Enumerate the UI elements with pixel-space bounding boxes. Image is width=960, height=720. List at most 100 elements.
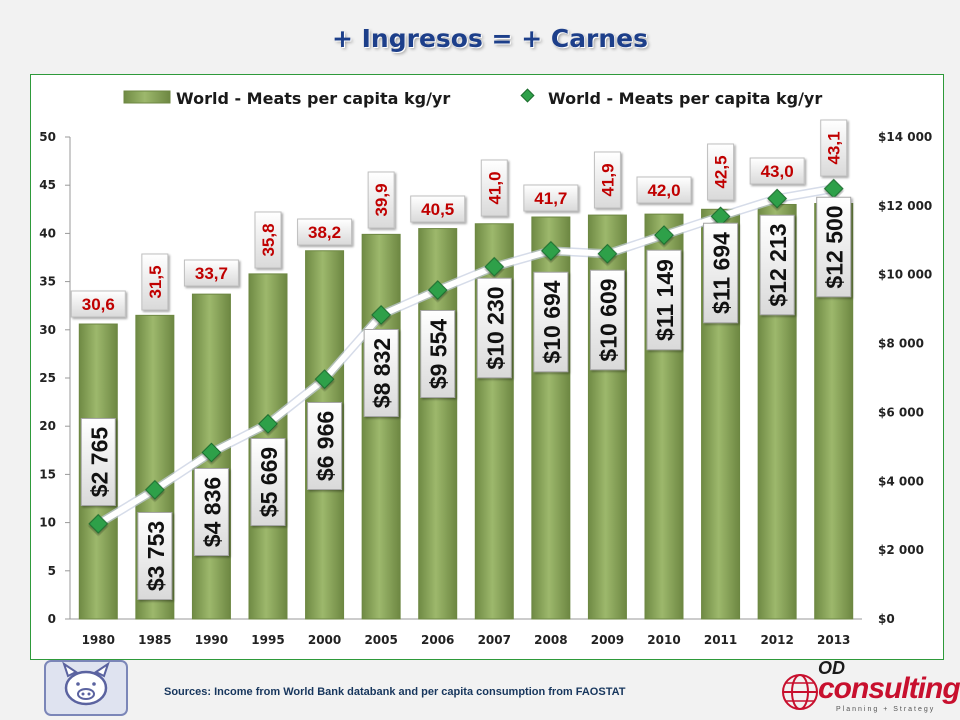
income-marker	[710, 206, 731, 227]
bar-value-label: 38,2	[308, 223, 341, 242]
x-tick-label: 2012	[760, 633, 793, 647]
od-consulting-logo: OD consulting Planning + Strategy	[780, 658, 960, 718]
income-value-label-group: $6 966	[307, 402, 343, 490]
income-value-label: $12 213	[765, 223, 791, 306]
bar-value-label-box	[707, 143, 735, 201]
bar-value-label: 41,0	[485, 171, 504, 204]
income-marker	[484, 256, 505, 277]
income-value-label-group: $8 832	[363, 329, 399, 417]
income-value-label: $3 753	[143, 521, 169, 591]
income-marker	[767, 188, 788, 209]
bar-value-label: 43,1	[825, 131, 844, 164]
bar-value-label: 35,8	[259, 223, 278, 256]
y-right-tick-label: $10 000	[878, 268, 932, 282]
income-value-label: $5 669	[256, 447, 282, 517]
income-value-label: $2 765	[86, 427, 112, 498]
y-right-tick-label: $6 000	[878, 405, 924, 419]
bar-value-label-group: 41,7	[523, 184, 579, 212]
income-marker	[597, 243, 618, 264]
bar-value-label-box	[820, 119, 848, 177]
bar-value-label-group: 33,7	[183, 259, 239, 287]
bar-value-label-box	[297, 218, 353, 246]
income-value-label-box	[80, 418, 116, 506]
bar-value-label: 39,9	[372, 183, 391, 216]
source-note: Sources: Income from World Bank databank…	[164, 686, 626, 698]
income-value-label-box	[759, 214, 795, 316]
income-value-label: $10 230	[482, 286, 508, 369]
income-value-label-group: $11 149	[646, 249, 682, 351]
income-marker	[144, 479, 165, 500]
income-value-label-group: $9 554	[420, 310, 456, 398]
income-value-label-group: $4 836	[193, 468, 229, 556]
y-left-tick-label: 40	[39, 226, 56, 240]
bar-value-label-box	[480, 159, 508, 217]
bar-value-label-group: 40,5	[410, 195, 466, 223]
bar-value-label-group: 42,0	[636, 176, 692, 204]
y-left-tick-label: 20	[39, 419, 56, 433]
bar-value-label-box	[593, 151, 621, 209]
bar-value-label-group: 41,0	[480, 159, 508, 217]
legend-line-label: World - Meats per capita kg/yr	[548, 89, 822, 108]
y-left-tick-label: 0	[48, 612, 56, 626]
y-left-tick-label: 5	[48, 564, 56, 578]
bar-value-label-group: 30,6	[70, 290, 126, 318]
logo-od-text: OD	[818, 658, 845, 678]
income-value-label-group: $12 213	[759, 214, 795, 316]
legend-marker-swatch	[520, 88, 535, 103]
x-tick-label: 2011	[704, 633, 737, 647]
bar-value-label-group: 42,5	[707, 143, 735, 201]
legend-bar-label: World - Meats per capita kg/yr	[176, 89, 450, 108]
bar-value-label-box	[410, 195, 466, 223]
bar-value-label: 40,5	[421, 200, 454, 219]
income-value-label-box	[589, 269, 625, 371]
income-value-label-group: $2 765	[80, 418, 116, 506]
bar-value-label-box	[636, 176, 692, 204]
x-tick-label: 1995	[251, 633, 284, 647]
page-title: + Ingresos = + Carnes	[331, 24, 649, 53]
income-value-label-group: $10 230	[476, 277, 512, 379]
income-value-label-box	[533, 271, 569, 373]
income-value-label: $9 554	[426, 319, 452, 390]
y-left-tick-label: 35	[39, 275, 56, 289]
income-value-label-box	[420, 310, 456, 398]
y-right-tick-label: $0	[878, 612, 895, 626]
bar-value-label-group: 43,1	[820, 119, 848, 177]
income-marker	[258, 413, 278, 434]
income-marker	[371, 305, 392, 325]
income-value-label-box	[703, 222, 739, 324]
y-right-tick-label: $2 000	[878, 543, 924, 557]
x-tick-label: 2013	[817, 633, 850, 647]
legend-bar-swatch	[123, 90, 171, 104]
bar-value-label-box	[141, 253, 169, 311]
globe-icon	[782, 674, 818, 710]
income-value-label: $4 836	[199, 477, 225, 547]
bar-value-label-group: 38,2	[297, 218, 353, 246]
x-tick-label: 2000	[308, 633, 341, 647]
x-tick-label: 2010	[647, 633, 680, 647]
bar-value-label-group: 31,5	[141, 253, 169, 311]
bar-value-label-box	[254, 211, 282, 269]
y-right-tick-label: $12 000	[878, 199, 932, 213]
income-marker	[201, 442, 222, 463]
income-value-label-box	[137, 512, 173, 600]
income-value-label-box	[193, 468, 229, 556]
x-tick-label: 2005	[364, 633, 397, 647]
bar-value-label: 43,0	[761, 162, 794, 181]
bar-value-label-box	[70, 290, 126, 318]
income-marker	[427, 280, 448, 300]
income-value-label-box	[307, 402, 343, 490]
bar-value-label: 33,7	[195, 264, 228, 283]
bar-value-label-box	[523, 184, 579, 212]
income-value-label: $10 609	[595, 278, 621, 361]
income-marker	[654, 225, 674, 246]
legend: World - Meats per capita kg/yr World - M…	[123, 88, 822, 108]
bar-value-label: 42,5	[712, 155, 731, 188]
logo-consulting-text: consulting	[818, 672, 960, 705]
x-tick-label: 1980	[82, 633, 115, 647]
y-left-tick-label: 30	[39, 323, 56, 337]
x-tick-label: 2006	[421, 633, 454, 647]
bar-value-label: 30,6	[82, 295, 115, 314]
bar-value-label-box	[367, 171, 395, 229]
income-value-label: $11 149	[652, 259, 678, 341]
